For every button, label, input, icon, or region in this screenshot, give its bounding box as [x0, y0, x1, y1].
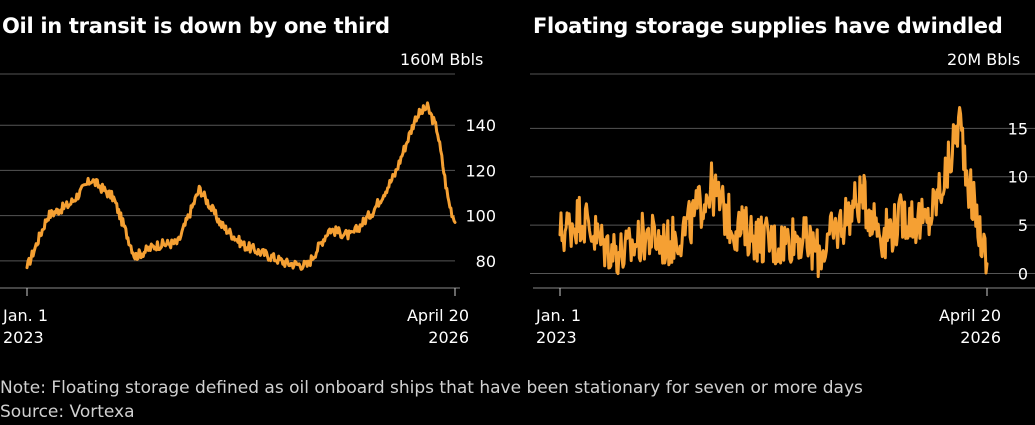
- chart-source: Source: Vortexa: [0, 402, 135, 422]
- x-tick-label: 2026: [428, 328, 469, 347]
- x-tick-label: 2023: [3, 328, 44, 347]
- x-tick-label: April 20: [939, 306, 1001, 325]
- y-tick-label: 140: [465, 116, 496, 135]
- x-tick-label: Jan. 1: [2, 306, 48, 325]
- y-tick-label: 120: [465, 161, 496, 180]
- y-tick-label: 100: [465, 207, 496, 226]
- line-chart-oil-in-transit: 80 100 120 140 Jan. 1 2023 April 20 2026: [0, 73, 496, 347]
- y-unit-label: 20M Bbls: [947, 50, 1021, 69]
- y-unit-label: 160M Bbls: [400, 50, 484, 69]
- series-line: [25, 101, 457, 271]
- chart-title: Oil in transit is down by one third: [2, 14, 390, 38]
- x-tick-label: 2026: [960, 328, 1001, 347]
- y-tick-label: 0: [1018, 264, 1028, 283]
- y-tick-label: 15: [1008, 119, 1028, 138]
- chart-title: Floating storage supplies have dwindled: [533, 14, 1003, 38]
- series-line: [558, 106, 989, 279]
- x-tick-label: April 20: [407, 306, 469, 325]
- y-tick-label: 5: [1018, 216, 1028, 235]
- x-tick-label: 2023: [536, 328, 577, 347]
- y-tick-label: 10: [1008, 168, 1028, 187]
- y-tick-label: 80: [476, 252, 496, 271]
- chart-note: Note: Floating storage defined as oil on…: [0, 378, 863, 398]
- line-chart-floating-storage: 0 5 10 15 Jan. 1 2023 April 20 2026: [530, 73, 1035, 347]
- x-tick-label: Jan. 1: [535, 306, 581, 325]
